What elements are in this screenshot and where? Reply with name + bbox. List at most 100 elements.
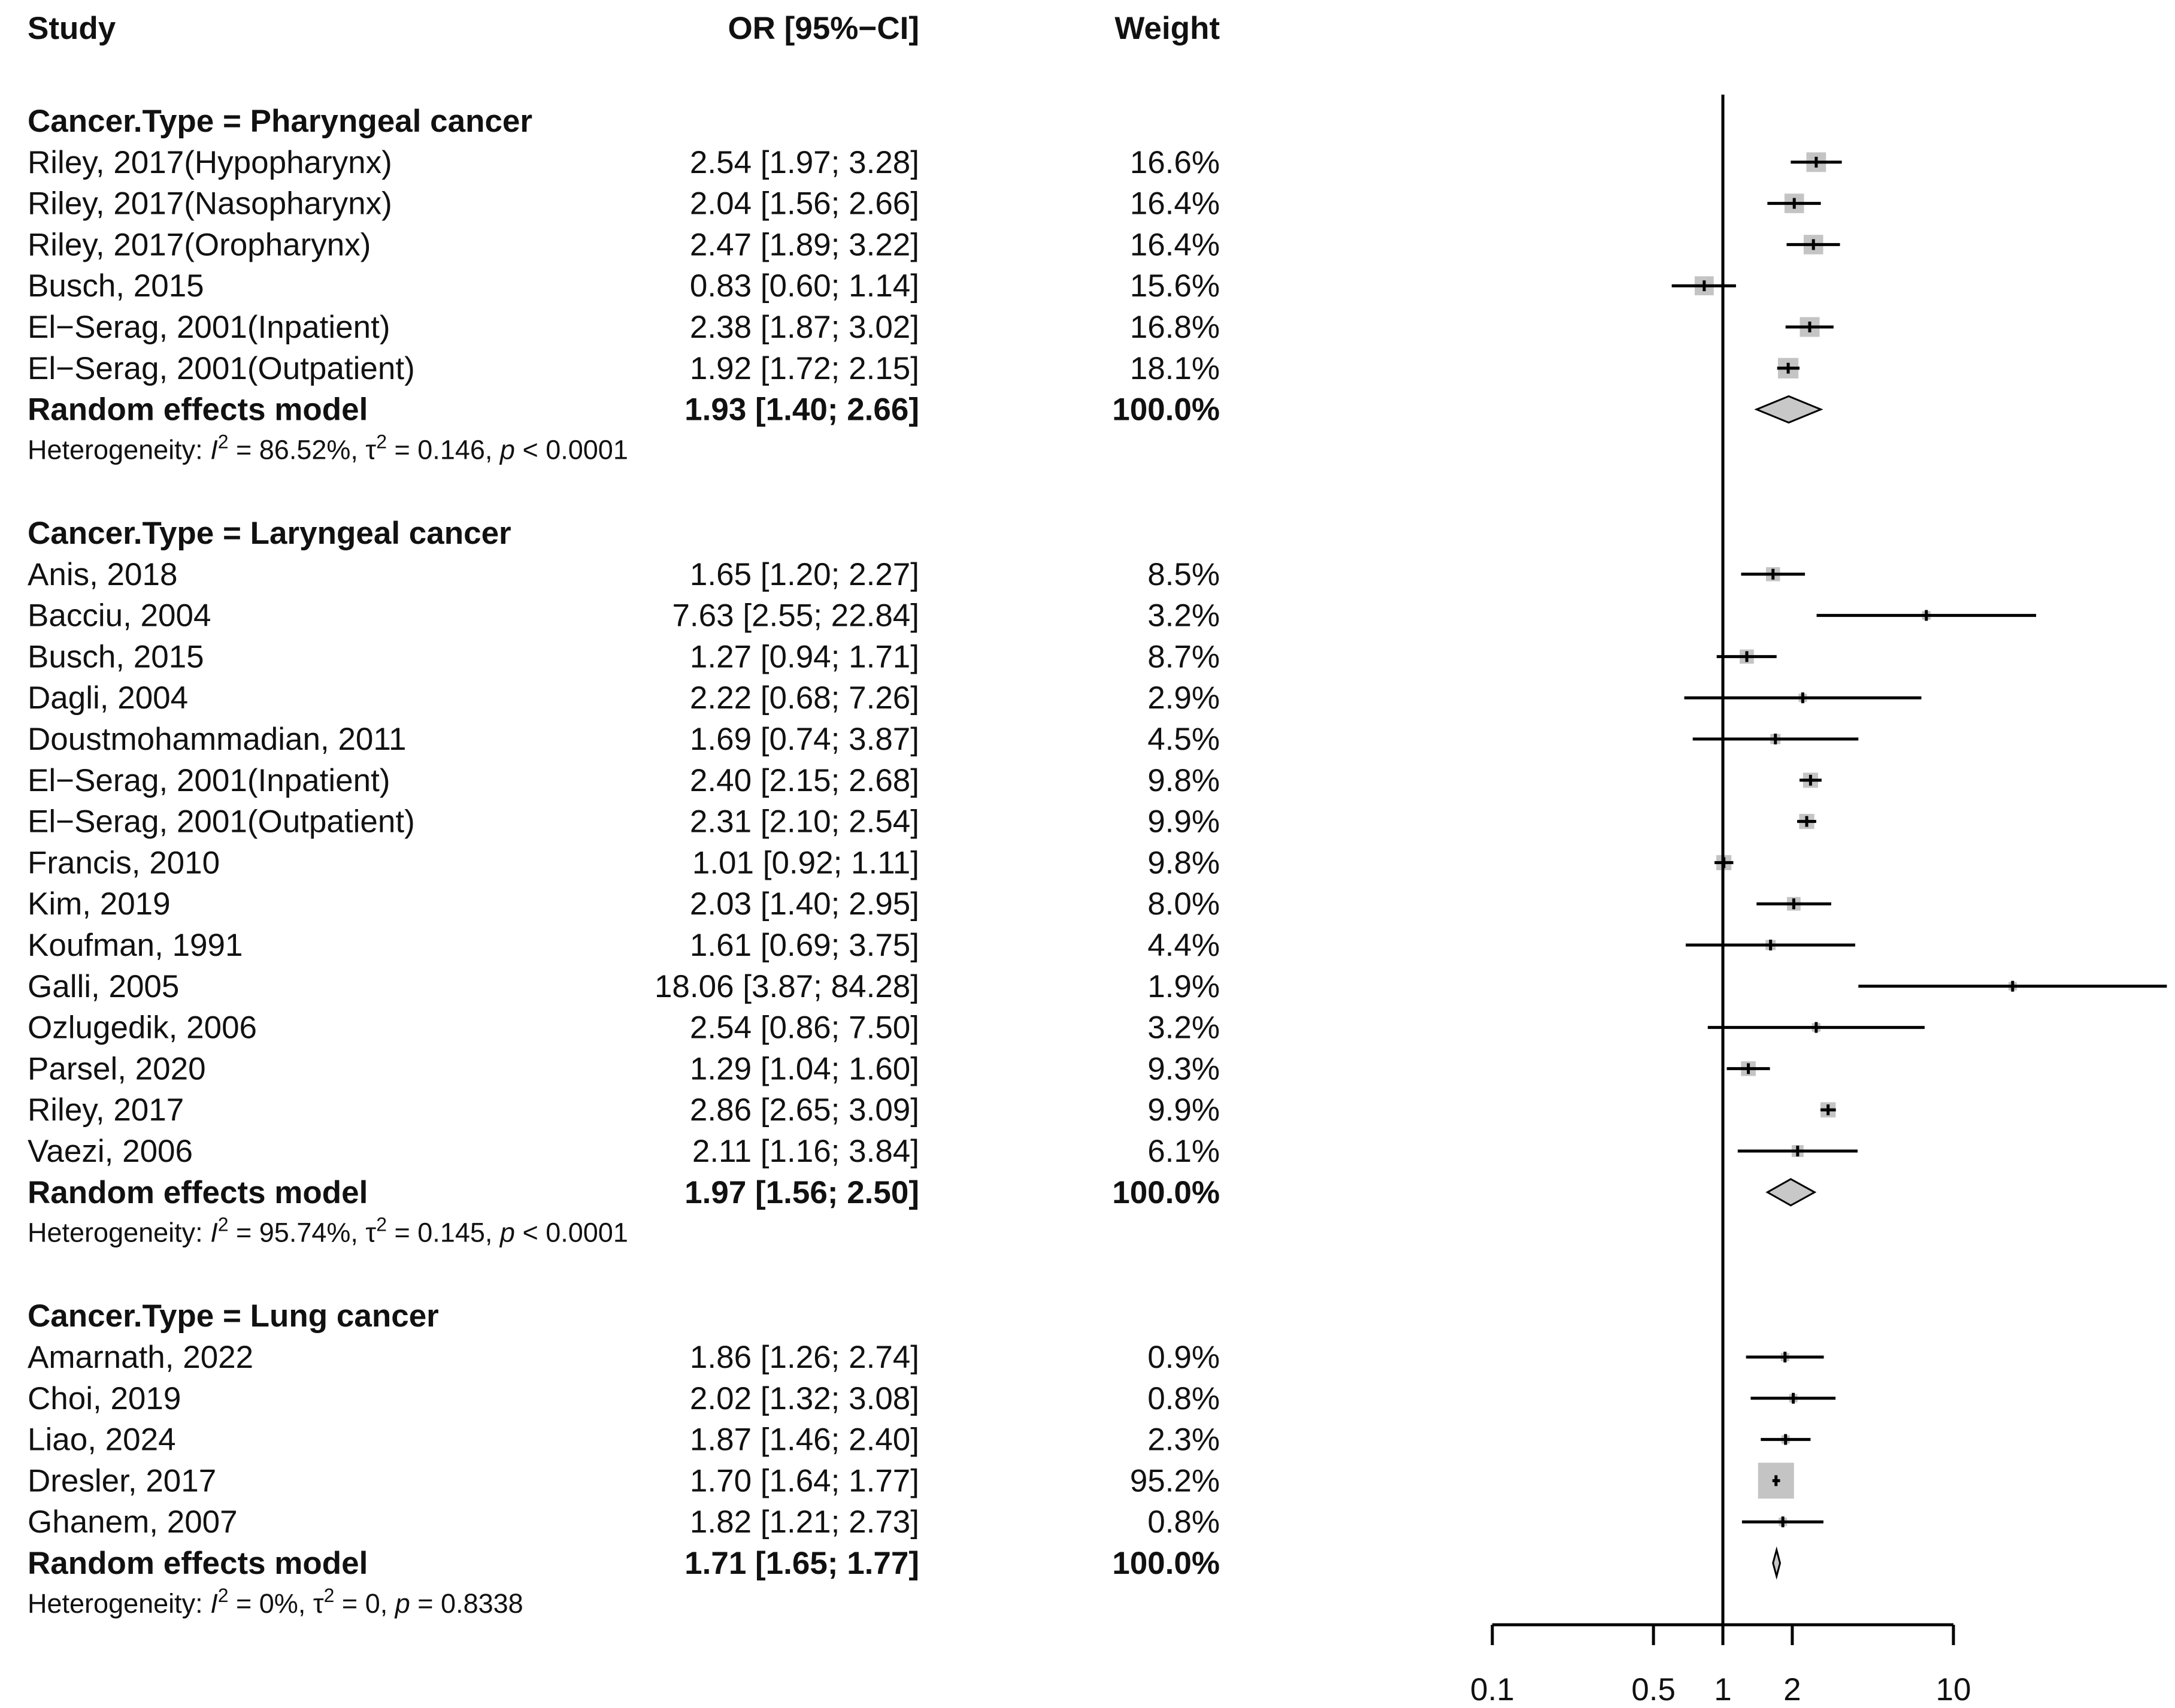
study-estimate: 1.61 [0.69; 3.75] — [690, 928, 919, 963]
header-estimate: OR [95%−CI] — [728, 11, 919, 46]
study-estimate: 1.86 [1.26; 2.74] — [690, 1340, 919, 1375]
model-label: Random effects model — [28, 1175, 368, 1210]
study-weight: 9.9% — [1147, 804, 1220, 840]
study-label: Kim, 2019 — [28, 886, 171, 922]
study-weight: 18.1% — [1130, 351, 1220, 386]
study-label: Ghanem, 2007 — [28, 1504, 238, 1540]
study-weight: 95.2% — [1130, 1463, 1220, 1498]
study-estimate: 1.01 [0.92; 1.11] — [692, 845, 919, 880]
study-estimate: 1.27 [0.94; 1.71] — [690, 639, 919, 674]
heterogeneity-text: Heterogeneity: I2 = 95.74%, τ2 = 0.145, … — [28, 1214, 628, 1248]
study-estimate: 1.70 [1.64; 1.77] — [690, 1463, 919, 1498]
study-estimate: 2.40 [2.15; 2.68] — [690, 763, 919, 798]
study-label: El−Serag, 2001(Inpatient) — [28, 310, 390, 345]
study-estimate: 1.69 [0.74; 3.87] — [690, 722, 919, 757]
study-estimate: 18.06 [3.87; 84.28] — [655, 969, 919, 1004]
study-label: Amarnath, 2022 — [28, 1340, 253, 1375]
study-weight: 3.2% — [1147, 1010, 1220, 1046]
heterogeneity-text: Heterogeneity: I2 = 0%, τ2 = 0, p = 0.83… — [28, 1585, 523, 1619]
study-estimate: 1.87 [1.46; 2.40] — [690, 1422, 919, 1458]
study-label: El−Serag, 2001(Outpatient) — [28, 804, 415, 840]
model-weight: 100.0% — [1112, 1546, 1220, 1581]
study-label: Riley, 2017 — [28, 1092, 184, 1128]
study-estimate: 1.29 [1.04; 1.60] — [690, 1051, 919, 1086]
x-tick-label: 2 — [1783, 1672, 1801, 1707]
study-weight: 0.9% — [1147, 1340, 1220, 1375]
model-weight: 100.0% — [1112, 1175, 1220, 1210]
study-weight: 16.4% — [1130, 186, 1220, 222]
study-weight: 2.3% — [1147, 1422, 1220, 1458]
study-weight: 4.4% — [1147, 928, 1220, 963]
study-estimate: 2.11 [1.16; 3.84] — [692, 1134, 919, 1169]
model-estimate: 1.93 [1.40; 2.66] — [684, 392, 919, 428]
study-weight: 0.8% — [1147, 1504, 1220, 1540]
study-label: Riley, 2017(Oropharynx) — [28, 227, 371, 262]
header-weight: Weight — [1114, 11, 1220, 46]
study-label: Francis, 2010 — [28, 845, 220, 880]
model-estimate: 1.71 [1.65; 1.77] — [684, 1546, 919, 1581]
study-label: Parsel, 2020 — [28, 1051, 206, 1086]
study-weight: 8.7% — [1147, 639, 1220, 674]
study-weight: 6.1% — [1147, 1134, 1220, 1169]
study-label: Bacciu, 2004 — [28, 598, 211, 634]
study-label: Dagli, 2004 — [28, 680, 188, 716]
study-label: Koufman, 1991 — [28, 928, 243, 963]
study-label: El−Serag, 2001(Inpatient) — [28, 763, 390, 798]
study-estimate: 2.22 [0.68; 7.26] — [690, 680, 919, 716]
study-estimate: 1.82 [1.21; 2.73] — [690, 1504, 919, 1540]
model-diamond — [1754, 395, 1823, 424]
study-weight: 2.9% — [1147, 680, 1220, 716]
study-label: Choi, 2019 — [28, 1381, 181, 1416]
study-estimate: 2.38 [1.87; 3.02] — [690, 310, 919, 345]
x-tick-label: 0.5 — [1631, 1672, 1676, 1707]
study-estimate: 1.92 [1.72; 2.15] — [690, 351, 919, 386]
study-estimate: 2.86 [2.65; 3.09] — [690, 1092, 919, 1128]
study-label: Vaezi, 2006 — [28, 1134, 193, 1169]
study-label: Anis, 2018 — [28, 557, 177, 592]
study-label: Busch, 2015 — [28, 268, 204, 304]
model-label: Random effects model — [28, 392, 368, 428]
heterogeneity-text: Heterogeneity: I2 = 86.52%, τ2 = 0.146, … — [28, 431, 628, 465]
study-estimate: 1.65 [1.20; 2.27] — [690, 557, 919, 592]
model-label: Random effects model — [28, 1546, 368, 1581]
study-estimate: 2.54 [0.86; 7.50] — [690, 1010, 919, 1046]
group-title: Cancer.Type = Pharyngeal cancer — [28, 104, 532, 139]
study-label: Galli, 2005 — [28, 969, 179, 1004]
study-estimate: 2.31 [2.10; 2.54] — [690, 804, 919, 840]
study-weight: 9.8% — [1147, 763, 1220, 798]
study-weight: 16.6% — [1130, 145, 1220, 180]
study-label: Riley, 2017(Hypopharynx) — [28, 145, 392, 180]
study-weight: 3.2% — [1147, 598, 1220, 634]
study-estimate: 2.54 [1.97; 3.28] — [690, 145, 919, 180]
study-estimate: 2.04 [1.56; 2.66] — [690, 186, 919, 222]
study-label: Busch, 2015 — [28, 639, 204, 674]
group-title: Cancer.Type = Laryngeal cancer — [28, 516, 511, 551]
study-weight: 4.5% — [1147, 722, 1220, 757]
model-weight: 100.0% — [1112, 392, 1220, 428]
study-label: El−Serag, 2001(Outpatient) — [28, 351, 415, 386]
study-estimate: 2.02 [1.32; 3.08] — [690, 1381, 919, 1416]
x-tick-label: 1 — [1714, 1672, 1731, 1707]
model-diamond — [1765, 1178, 1817, 1207]
study-label: Doustmohammadian, 2011 — [28, 722, 406, 757]
study-weight: 15.6% — [1130, 268, 1220, 304]
study-estimate: 2.47 [1.89; 3.22] — [690, 227, 919, 262]
study-weight: 16.4% — [1130, 227, 1220, 262]
study-weight: 9.8% — [1147, 845, 1220, 880]
study-weight: 1.9% — [1147, 969, 1220, 1004]
study-estimate: 0.83 [0.60; 1.14] — [690, 268, 919, 304]
study-estimate: 2.03 [1.40; 2.95] — [690, 886, 919, 922]
model-estimate: 1.97 [1.56; 2.50] — [684, 1175, 919, 1210]
study-estimate: 7.63 [2.55; 22.84] — [672, 598, 919, 634]
study-weight: 9.9% — [1147, 1092, 1220, 1128]
study-label: Dresler, 2017 — [28, 1463, 216, 1498]
study-label: Ozlugedik, 2006 — [28, 1010, 257, 1046]
x-tick-label: 10 — [1936, 1672, 1971, 1707]
x-tick-label: 0.1 — [1470, 1672, 1514, 1707]
group-title: Cancer.Type = Lung cancer — [28, 1298, 439, 1334]
study-label: Liao, 2024 — [28, 1422, 176, 1458]
study-weight: 8.0% — [1147, 886, 1220, 922]
study-weight: 16.8% — [1130, 310, 1220, 345]
study-weight: 8.5% — [1147, 557, 1220, 592]
